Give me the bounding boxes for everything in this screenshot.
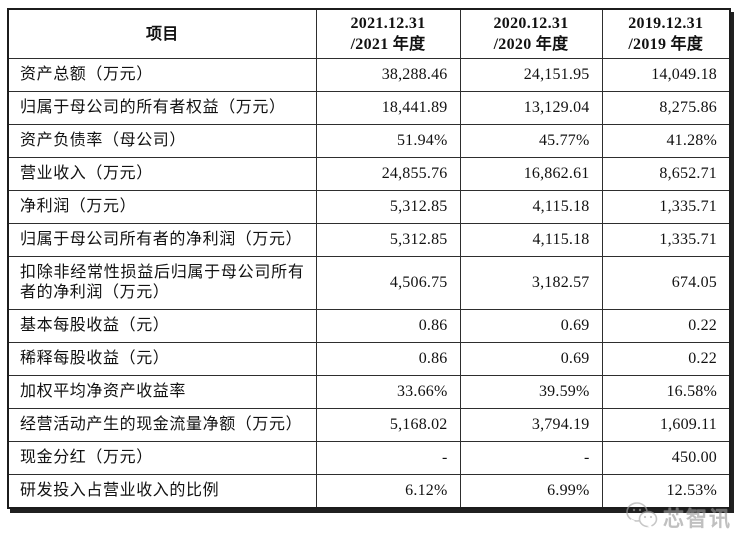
period-year: /2019 年度 xyxy=(628,36,704,53)
row-value-2020: 0.69 xyxy=(459,342,603,376)
row-value-2019: 1,609.11 xyxy=(601,408,731,442)
row-value-2019: 8,652.71 xyxy=(601,157,731,191)
row-value-2019: 1,335.71 xyxy=(601,223,731,257)
financial-summary-table: 项目 2021.12.31 /2021 年度 2020.12.31 /2020 … xyxy=(7,8,731,509)
row-value-2020: 16,862.61 xyxy=(459,157,603,191)
row-value-2021: 24,855.76 xyxy=(315,157,461,191)
table-row-operating-cash-flow: 经营活动产生的现金流量净额（万元） 5,168.02 3,794.19 1,60… xyxy=(7,408,731,442)
table-row-parent-equity: 归属于母公司的所有者权益（万元） 18,441.89 13,129.04 8,2… xyxy=(7,91,731,125)
row-value-2020: 3,794.19 xyxy=(459,408,603,442)
row-value-2021: 0.86 xyxy=(315,309,461,343)
row-value-2019: 8,275.86 xyxy=(601,91,731,125)
row-value-2020: 39.59% xyxy=(459,375,603,409)
row-value-2020: 45.77% xyxy=(459,124,603,158)
row-value-2019: 41.28% xyxy=(601,124,731,158)
row-value-2019: 0.22 xyxy=(601,309,731,343)
row-value-2021: 33.66% xyxy=(315,375,461,409)
row-value-2019: 674.05 xyxy=(601,256,731,310)
header-item: 项目 xyxy=(7,8,317,59)
row-label: 归属于母公司的所有者权益（万元） xyxy=(7,91,317,125)
row-value-2020: 24,151.95 xyxy=(459,58,603,92)
row-value-2019: 1,335.71 xyxy=(601,190,731,224)
table-row-basic-eps: 基本每股收益（元） 0.86 0.69 0.22 xyxy=(7,309,731,343)
row-label: 经营活动产生的现金流量净额（万元） xyxy=(7,408,317,442)
row-label: 归属于母公司所有者的净利润（万元） xyxy=(7,223,317,257)
row-value-2021: 5,312.85 xyxy=(315,223,461,257)
row-label: 加权平均净资产收益率 xyxy=(7,375,317,409)
table-header-row: 项目 2021.12.31 /2021 年度 2020.12.31 /2020 … xyxy=(7,8,731,59)
period-date: 2020.12.31 xyxy=(493,15,569,32)
row-value-2021: 18,441.89 xyxy=(315,91,461,125)
period-year: /2021 年度 xyxy=(350,36,426,53)
row-value-2021: 6.12% xyxy=(315,474,461,509)
row-value-2021: 0.86 xyxy=(315,342,461,376)
row-value-2021: 5,168.02 xyxy=(315,408,461,442)
row-label: 营业收入（万元） xyxy=(7,157,317,191)
table-row-net-profit: 净利润（万元） 5,312.85 4,115.18 1,335.71 xyxy=(7,190,731,224)
row-label: 资产负债率（母公司） xyxy=(7,124,317,158)
period-date: 2021.12.31 xyxy=(350,15,426,32)
table-row-revenue: 营业收入（万元） 24,855.76 16,862.61 8,652.71 xyxy=(7,157,731,191)
row-value-2020: 0.69 xyxy=(459,309,603,343)
table-row-rd-ratio: 研发投入占营业收入的比例 6.12% 6.99% 12.53% xyxy=(7,474,731,509)
period-date: 2019.12.31 xyxy=(628,15,704,32)
table-row-debt-ratio: 资产负债率（母公司） 51.94% 45.77% 41.28% xyxy=(7,124,731,158)
row-value-2020: 6.99% xyxy=(459,474,603,509)
row-value-2019: 14,049.18 xyxy=(601,58,731,92)
header-item-label: 项目 xyxy=(145,25,179,43)
header-period-2021: 2021.12.31 /2021 年度 xyxy=(315,8,461,59)
period-year: /2020 年度 xyxy=(493,36,569,53)
table-row-cash-dividend: 现金分红（万元） - - 450.00 xyxy=(7,441,731,475)
row-label: 扣除非经常性损益后归属于母公司所有者的净利润（万元） xyxy=(7,256,317,310)
row-value-2019: 12.53% xyxy=(601,474,731,509)
row-value-2020: - xyxy=(459,441,603,475)
row-value-2020: 4,115.18 xyxy=(459,223,603,257)
table-row-total-assets: 资产总额（万元） 38,288.46 24,151.95 14,049.18 xyxy=(7,58,731,92)
row-value-2021: 38,288.46 xyxy=(315,58,461,92)
row-value-2019: 0.22 xyxy=(601,342,731,376)
row-label: 净利润（万元） xyxy=(7,190,317,224)
table-row-diluted-eps: 稀释每股收益（元） 0.86 0.69 0.22 xyxy=(7,342,731,376)
table-row-parent-net-profit: 归属于母公司所有者的净利润（万元） 5,312.85 4,115.18 1,33… xyxy=(7,223,731,257)
row-value-2019: 450.00 xyxy=(601,441,731,475)
row-label: 现金分红（万元） xyxy=(7,441,317,475)
row-label: 基本每股收益（元） xyxy=(7,309,317,343)
row-value-2020: 13,129.04 xyxy=(459,91,603,125)
row-value-2020: 3,182.57 xyxy=(459,256,603,310)
table-row-net-profit-excl-nonrecurring: 扣除非经常性损益后归属于母公司所有者的净利润（万元） 4,506.75 3,18… xyxy=(7,256,731,310)
row-value-2021: 4,506.75 xyxy=(315,256,461,310)
row-value-2021: - xyxy=(315,441,461,475)
row-label: 资产总额（万元） xyxy=(7,58,317,92)
table-row-weighted-roe: 加权平均净资产收益率 33.66% 39.59% 16.58% xyxy=(7,375,731,409)
header-period-2019: 2019.12.31 /2019 年度 xyxy=(601,8,731,59)
row-value-2021: 51.94% xyxy=(315,124,461,158)
row-value-2021: 5,312.85 xyxy=(315,190,461,224)
row-value-2019: 16.58% xyxy=(601,375,731,409)
row-value-2020: 4,115.18 xyxy=(459,190,603,224)
header-period-2020: 2020.12.31 /2020 年度 xyxy=(459,8,603,59)
row-label: 稀释每股收益（元） xyxy=(7,342,317,376)
row-label: 研发投入占营业收入的比例 xyxy=(7,474,317,509)
